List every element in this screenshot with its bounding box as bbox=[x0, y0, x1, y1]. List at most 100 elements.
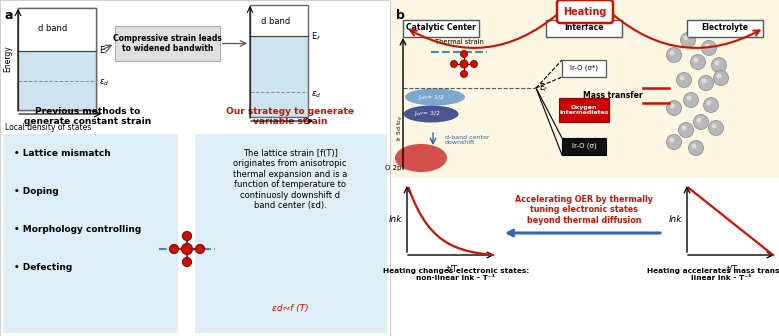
Text: Accelerating OER by thermally
tuning electronic states
beyond thermal diffusion: Accelerating OER by thermally tuning ele… bbox=[515, 195, 653, 225]
Circle shape bbox=[686, 95, 692, 100]
Circle shape bbox=[704, 43, 710, 48]
Circle shape bbox=[669, 50, 675, 55]
Circle shape bbox=[690, 54, 706, 70]
Circle shape bbox=[669, 103, 675, 109]
Text: J$_{eff}$= 1/2: J$_{eff}$= 1/2 bbox=[418, 92, 444, 101]
Circle shape bbox=[714, 60, 720, 66]
Circle shape bbox=[679, 123, 693, 137]
Text: • Morphology controlling: • Morphology controlling bbox=[14, 225, 141, 235]
Circle shape bbox=[707, 100, 711, 106]
Text: Our strategy to generate
variable strain: Our strategy to generate variable strain bbox=[226, 107, 354, 126]
Circle shape bbox=[717, 74, 721, 79]
Text: The lattice strain [f(T)]
originates from anisotropic
thermal expansion and is a: The lattice strain [f(T)] originates fro… bbox=[233, 149, 347, 210]
FancyBboxPatch shape bbox=[557, 0, 613, 23]
Text: Ir 5d t$_{2g}$: Ir 5d t$_{2g}$ bbox=[396, 115, 406, 141]
Circle shape bbox=[693, 57, 699, 62]
Circle shape bbox=[714, 71, 728, 85]
FancyBboxPatch shape bbox=[391, 0, 779, 178]
Circle shape bbox=[450, 60, 457, 68]
Circle shape bbox=[196, 245, 205, 253]
FancyBboxPatch shape bbox=[546, 20, 622, 37]
Text: lnk: lnk bbox=[389, 214, 402, 223]
FancyBboxPatch shape bbox=[250, 5, 308, 36]
Text: $\varepsilon_d$: $\varepsilon_d$ bbox=[311, 89, 321, 99]
Text: lnk: lnk bbox=[668, 214, 682, 223]
Circle shape bbox=[683, 36, 689, 41]
FancyBboxPatch shape bbox=[687, 20, 763, 37]
FancyBboxPatch shape bbox=[403, 20, 479, 37]
Circle shape bbox=[682, 126, 686, 130]
Circle shape bbox=[702, 41, 717, 55]
Circle shape bbox=[182, 257, 192, 266]
Circle shape bbox=[667, 134, 682, 150]
Circle shape bbox=[683, 92, 699, 108]
Text: Interface: Interface bbox=[564, 24, 604, 33]
FancyBboxPatch shape bbox=[18, 8, 96, 110]
Text: Energy: Energy bbox=[3, 46, 12, 72]
Circle shape bbox=[708, 121, 724, 135]
Text: Ir-O (σ*): Ir-O (σ*) bbox=[570, 65, 598, 71]
Text: • Doping: • Doping bbox=[14, 187, 58, 197]
Text: t/T: t/T bbox=[446, 264, 457, 273]
FancyBboxPatch shape bbox=[562, 60, 606, 77]
Text: Local density of states: Local density of states bbox=[5, 123, 91, 132]
Circle shape bbox=[182, 244, 192, 254]
FancyBboxPatch shape bbox=[0, 0, 390, 336]
Circle shape bbox=[460, 71, 467, 78]
FancyBboxPatch shape bbox=[559, 98, 609, 122]
Circle shape bbox=[471, 60, 478, 68]
Ellipse shape bbox=[404, 106, 459, 123]
Text: J$_{eff}$= 3/2: J$_{eff}$= 3/2 bbox=[414, 110, 440, 119]
Text: Oxygen
intermediates: Oxygen intermediates bbox=[559, 104, 608, 115]
Circle shape bbox=[711, 57, 727, 73]
FancyBboxPatch shape bbox=[115, 26, 220, 61]
Text: Heating: Heating bbox=[563, 7, 607, 17]
Text: O 2p: O 2p bbox=[385, 165, 401, 171]
FancyBboxPatch shape bbox=[391, 178, 779, 336]
FancyBboxPatch shape bbox=[18, 8, 96, 110]
Circle shape bbox=[170, 245, 178, 253]
Text: b: b bbox=[396, 9, 405, 22]
Circle shape bbox=[689, 140, 703, 156]
Text: Catalytic Center: Catalytic Center bbox=[406, 24, 476, 33]
Text: E$_f$: E$_f$ bbox=[311, 30, 321, 43]
Text: • Defecting: • Defecting bbox=[14, 263, 72, 272]
Circle shape bbox=[681, 33, 696, 47]
FancyBboxPatch shape bbox=[562, 138, 606, 155]
Text: E$_f$: E$_f$ bbox=[99, 45, 109, 57]
Text: Ir-O (σ): Ir-O (σ) bbox=[572, 143, 596, 149]
Text: d band: d band bbox=[262, 17, 291, 26]
Text: a: a bbox=[5, 9, 13, 22]
Text: Thermal strain: Thermal strain bbox=[435, 39, 484, 45]
Text: t/T: t/T bbox=[727, 264, 738, 273]
Circle shape bbox=[711, 124, 717, 128]
Circle shape bbox=[692, 143, 696, 149]
Circle shape bbox=[693, 115, 708, 129]
Text: Previous methods to
generate constant strain: Previous methods to generate constant st… bbox=[24, 107, 152, 126]
FancyBboxPatch shape bbox=[195, 134, 387, 333]
Circle shape bbox=[667, 47, 682, 62]
Circle shape bbox=[702, 79, 707, 84]
Circle shape bbox=[460, 60, 468, 68]
Circle shape bbox=[699, 76, 714, 90]
Circle shape bbox=[696, 118, 702, 123]
Circle shape bbox=[676, 73, 692, 87]
FancyBboxPatch shape bbox=[3, 134, 178, 333]
Text: Heating changes electronic states:
non-linear lnk - T⁻¹: Heating changes electronic states: non-l… bbox=[382, 268, 529, 281]
Text: Compressive strain leads
to widened bandwith: Compressive strain leads to widened band… bbox=[113, 34, 222, 53]
Text: $\varepsilon_d$: $\varepsilon_d$ bbox=[99, 77, 109, 88]
Circle shape bbox=[460, 50, 467, 57]
Ellipse shape bbox=[395, 144, 447, 172]
Circle shape bbox=[667, 100, 682, 116]
Text: • Lattice mismatch: • Lattice mismatch bbox=[14, 150, 111, 159]
FancyBboxPatch shape bbox=[18, 8, 96, 51]
Text: d band: d band bbox=[38, 24, 68, 33]
Circle shape bbox=[669, 137, 675, 142]
Text: E$_f$: E$_f$ bbox=[539, 82, 548, 94]
Text: Mass transfer: Mass transfer bbox=[583, 90, 643, 99]
Text: Heating accelerates mass transfer:
linear lnk - T⁻¹: Heating accelerates mass transfer: linea… bbox=[647, 268, 779, 281]
Ellipse shape bbox=[405, 88, 465, 106]
FancyBboxPatch shape bbox=[250, 5, 308, 117]
Circle shape bbox=[679, 76, 685, 81]
Circle shape bbox=[182, 232, 192, 241]
